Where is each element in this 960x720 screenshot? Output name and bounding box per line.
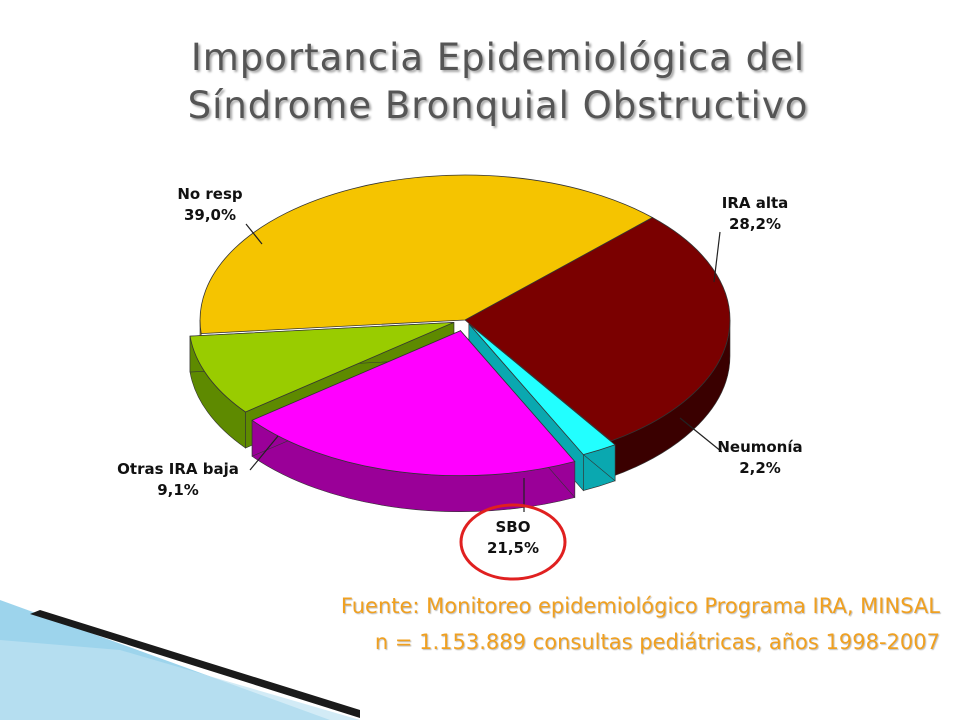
leader-line-neumon-a xyxy=(679,417,723,453)
footer-sample-size: n = 1.153.889 consultas pediátricas, año… xyxy=(374,630,940,654)
highlight-circle-sbo xyxy=(459,503,567,581)
pie-slice-no-resp xyxy=(199,174,654,335)
slice-value-neumon-a: 2,2% xyxy=(739,459,781,477)
pie-slice-otras-ira-baja xyxy=(189,322,455,413)
pie-slice-sbo xyxy=(251,330,576,477)
slice-value-ira-alta: 28,2% xyxy=(729,215,781,233)
slice-value-sbo: 21,5% xyxy=(487,539,539,557)
pie-labels: IRA alta 28,2% Neumonía 2,2% SBO 21,5% Otras I… xyxy=(117,185,803,581)
slide-title-line-1: Importancia Epidemiológica del xyxy=(190,36,806,79)
slice-name-ira-alta: IRA alta xyxy=(722,194,789,212)
pie-slice-ira-alta xyxy=(464,217,731,442)
leader-line-otras-ira-baja xyxy=(249,435,279,471)
decor-light-wedge xyxy=(0,640,360,720)
slice-name-otras-ira-baja: Otras IRA baja xyxy=(117,460,239,478)
leader-line-ira-alta xyxy=(713,231,721,283)
footer-source: Fuente: Monitoreo epidemiológico Program… xyxy=(340,594,940,618)
slide-title-line-2: Síndrome Bronquial Obstructivo xyxy=(187,84,809,127)
slice-name-no-resp: No resp xyxy=(177,185,243,203)
slice-value-no-resp: 39,0% xyxy=(184,206,236,224)
slice-name-sbo: SBO xyxy=(496,518,531,536)
pie-slice-neumon-a xyxy=(468,323,616,456)
slice-name-neumon-a: Neumonía xyxy=(717,438,802,456)
leader-line-no-resp xyxy=(245,223,263,245)
slice-value-otras-ira-baja: 9,1% xyxy=(157,481,199,499)
pie-slices xyxy=(189,174,731,512)
decor-dark-stripe xyxy=(30,610,360,718)
